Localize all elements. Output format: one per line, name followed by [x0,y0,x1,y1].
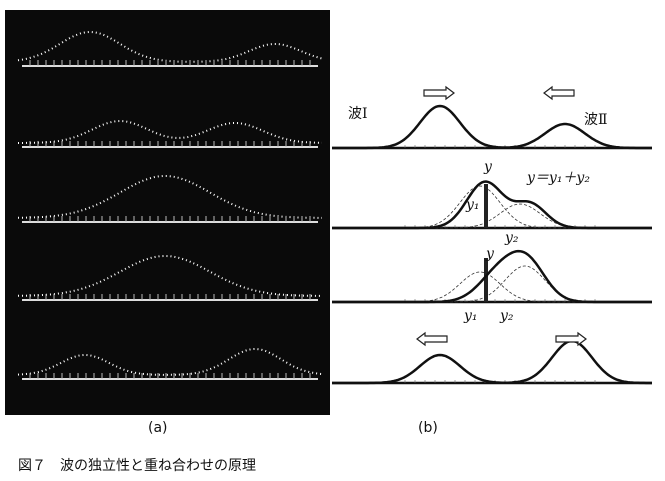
label-y: y [485,246,495,262]
wave [18,175,322,219]
wave [332,249,652,304]
wave [332,339,652,385]
arrow-right [423,85,455,101]
label-y2: y₂ [499,308,514,324]
wave-label: 波Ⅱ [584,112,608,128]
marker [484,258,488,302]
label-y1: y₁ [465,197,480,213]
arrows [416,85,587,347]
component-wave [419,271,580,303]
wave [18,119,322,144]
arrow-right [555,331,587,347]
label-y: y [483,159,493,175]
arrow-left [416,331,448,347]
marker [484,184,488,228]
diagram-waves [332,104,652,385]
wave [18,255,322,297]
label-y2: y₂ [504,230,519,246]
wave [332,104,652,150]
panel-label: (b) [418,420,438,436]
caption: 図７ 波の独立性と重ね合わせの原理 [18,458,256,474]
component-wave [420,203,581,229]
wave-label: 波Ⅰ [348,106,368,122]
wave [17,30,323,63]
component-wave [419,185,580,229]
label-y1: y₁ [463,308,478,324]
wave [332,180,652,230]
photo-waves [17,30,323,380]
panel-label: (a) [148,420,168,436]
formula: y＝y₁＋y₂ [526,170,590,186]
arrow-left [543,85,575,101]
photo-panel [5,10,330,415]
